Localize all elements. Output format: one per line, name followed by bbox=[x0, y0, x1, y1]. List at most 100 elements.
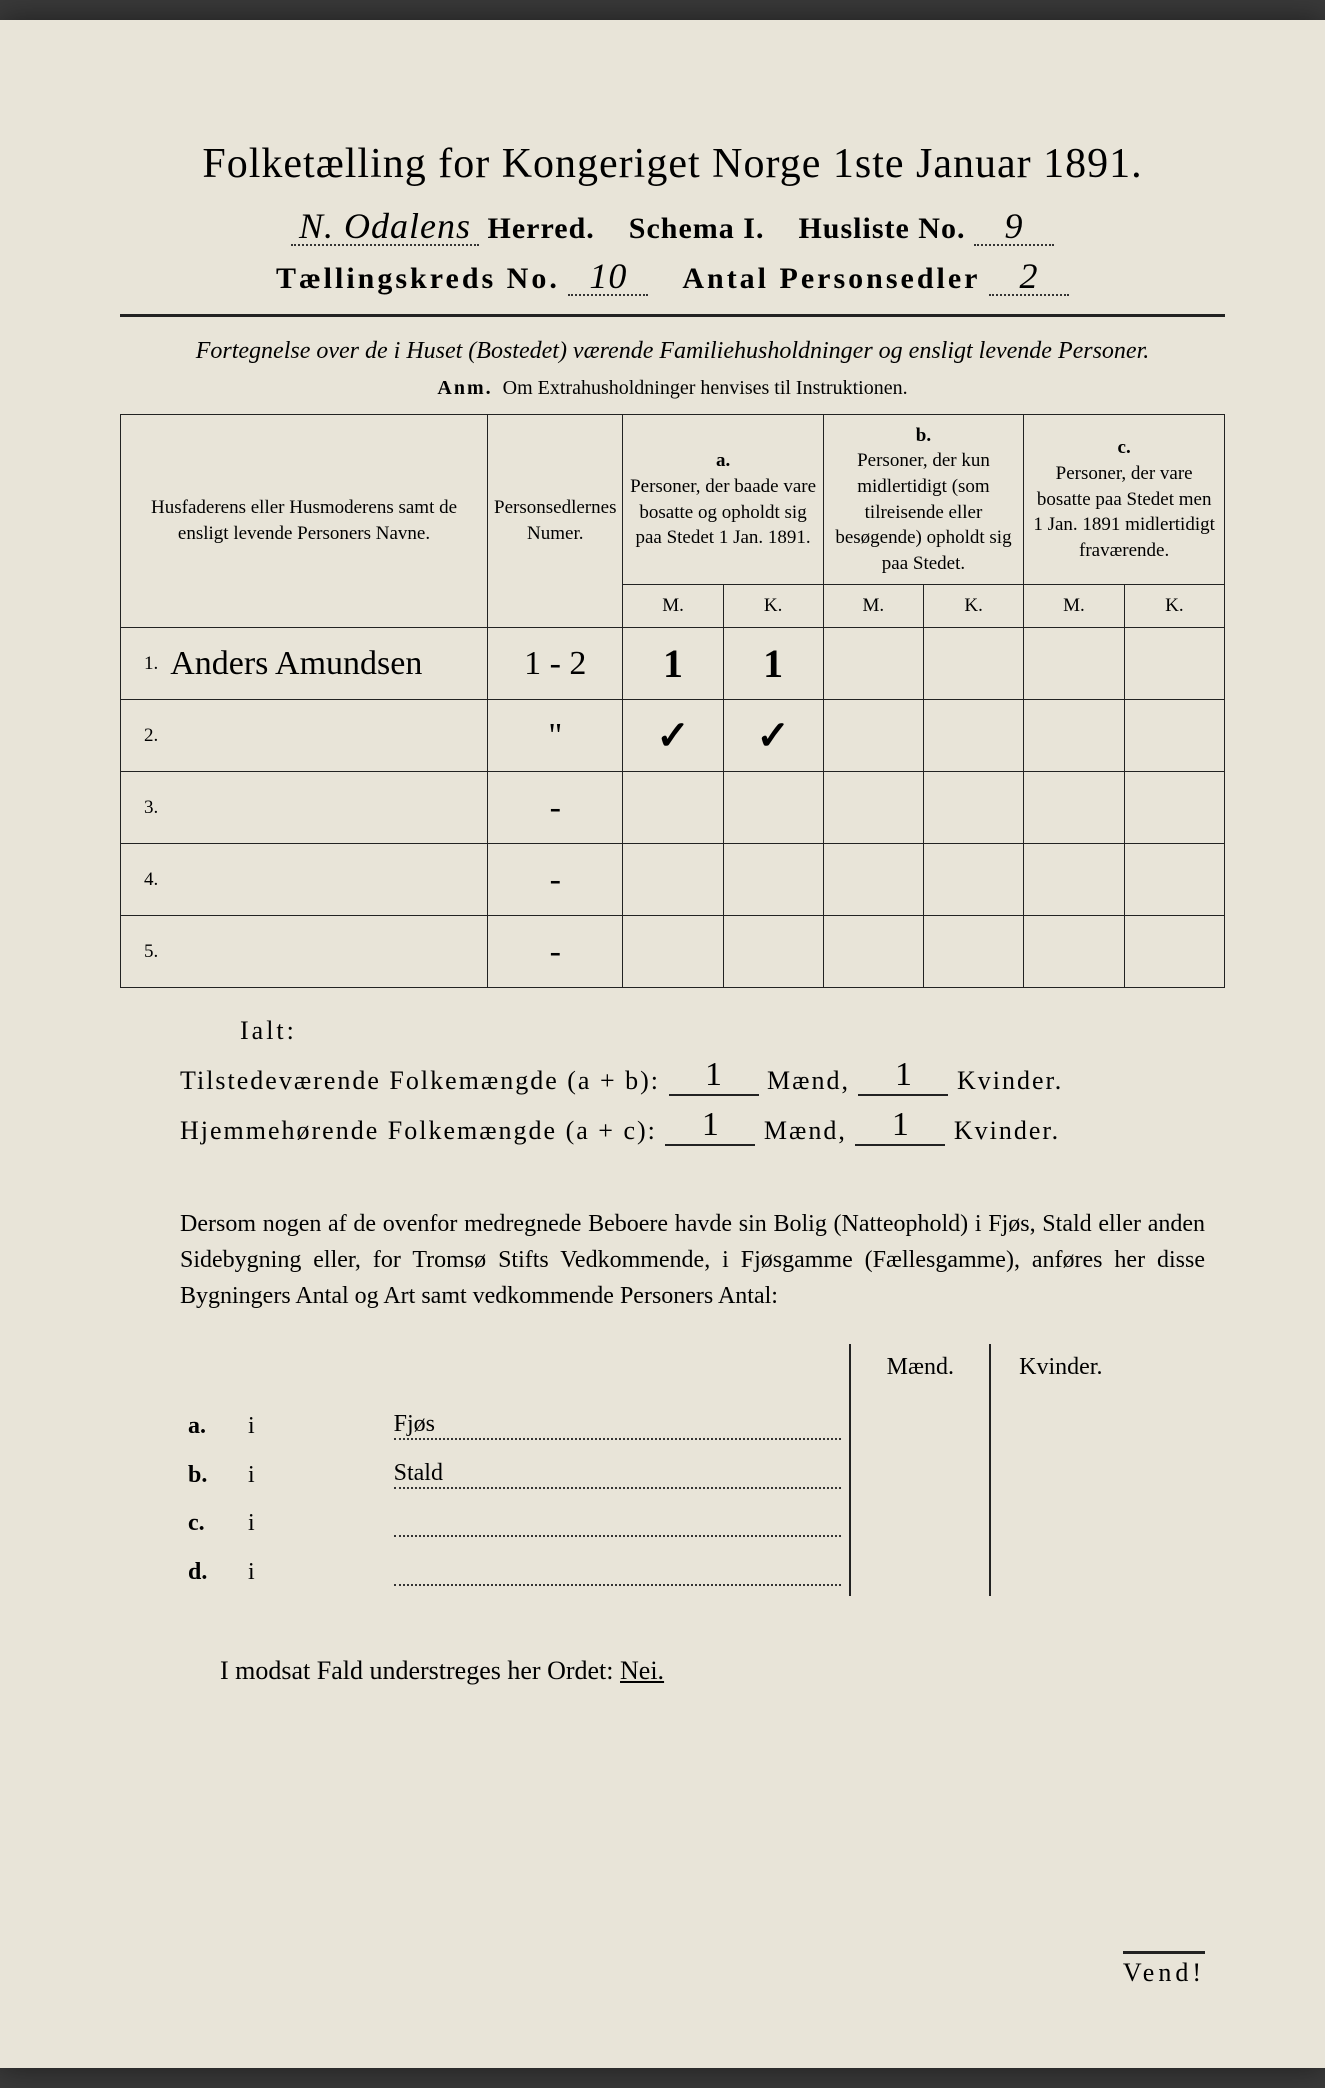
cell-c-m bbox=[1024, 700, 1124, 772]
person-name bbox=[164, 772, 487, 844]
ialt-label: Ialt: bbox=[240, 1016, 1225, 1046]
cell-b-m bbox=[823, 700, 923, 772]
bldg-k-header: Kvinder. bbox=[990, 1344, 1130, 1401]
bldg-row-label: d. bbox=[180, 1547, 240, 1596]
building-row: c.i bbox=[180, 1499, 1130, 1548]
husliste-label: Husliste No. bbox=[798, 212, 965, 245]
nei-line: I modsat Fald understreges her Ordet: Ne… bbox=[220, 1656, 1225, 1686]
col-names-header: Husfaderens eller Husmoderens samt de en… bbox=[121, 414, 488, 627]
row-number: 4. bbox=[121, 844, 165, 916]
cell-a-m: 1 bbox=[623, 628, 723, 700]
bldg-k-cell bbox=[990, 1450, 1130, 1499]
bldg-m-cell bbox=[850, 1401, 990, 1450]
herred-label: Herred. bbox=[488, 212, 595, 245]
bldg-row-label: b. bbox=[180, 1450, 240, 1499]
col-b-m: M. bbox=[823, 585, 923, 628]
personsedler-num: " bbox=[488, 700, 623, 772]
bldg-k-cell bbox=[990, 1499, 1130, 1548]
person-name bbox=[164, 844, 487, 916]
building-table: Mænd. Kvinder. a.iFjøs b.iStald c.i d.i bbox=[180, 1344, 1130, 1596]
cell-a-m: ✓ bbox=[623, 700, 723, 772]
kvinder-label-1: Kvinder. bbox=[957, 1066, 1063, 1095]
maend-label-2: Mænd, bbox=[764, 1116, 847, 1145]
cell-a-k bbox=[723, 916, 823, 988]
personsedler-num: 1 - 2 bbox=[488, 628, 623, 700]
herred-value: N. Odalens bbox=[291, 208, 479, 246]
antal-value: 2 bbox=[989, 258, 1069, 296]
col-a-text: Personer, der baade vare bosatte og opho… bbox=[629, 474, 816, 551]
census-form-page: Folketælling for Kongeriget Norge 1ste J… bbox=[0, 20, 1325, 2068]
bldg-row-label: a. bbox=[180, 1401, 240, 1450]
col-b-label: b. bbox=[830, 423, 1018, 449]
cell-a-m bbox=[623, 844, 723, 916]
kvinder-label-2: Kvinder. bbox=[954, 1116, 1060, 1145]
row-number: 2. bbox=[121, 700, 165, 772]
building-row: d.i bbox=[180, 1547, 1130, 1596]
kreds-label: Tællingskreds No. bbox=[276, 262, 560, 295]
col-c-k: K. bbox=[1124, 585, 1224, 628]
col-c-m: M. bbox=[1024, 585, 1124, 628]
bldg-k-cell bbox=[990, 1547, 1130, 1596]
cell-b-k bbox=[924, 916, 1024, 988]
anm-line: Anm. Om Extrahusholdninger henvises til … bbox=[120, 377, 1225, 400]
cell-c-k bbox=[1124, 700, 1224, 772]
col-c-label: c. bbox=[1030, 435, 1218, 461]
table-row: 1.Anders Amundsen1 - 211 bbox=[121, 628, 1225, 700]
person-name bbox=[164, 916, 487, 988]
table-row: 5.- bbox=[121, 916, 1225, 988]
col-b-header: b. Personer, der kun midlertidigt (som t… bbox=[823, 414, 1024, 585]
intro-text: Fortegnelse over de i Huset (Bostedet) v… bbox=[120, 335, 1225, 369]
table-row: 3. - bbox=[121, 772, 1225, 844]
cell-a-m bbox=[623, 916, 723, 988]
herred-line: N. Odalens Herred. Schema I. Husliste No… bbox=[120, 208, 1225, 246]
bldg-name: Stald bbox=[386, 1450, 851, 1499]
cell-b-m bbox=[823, 628, 923, 700]
sum1-label: Tilstedeværende Folkemængde (a + b): bbox=[180, 1066, 660, 1095]
personsedler-num: - bbox=[488, 772, 623, 844]
cell-c-m bbox=[1024, 772, 1124, 844]
cell-c-k bbox=[1124, 628, 1224, 700]
table-row: 2."✓✓ bbox=[121, 700, 1225, 772]
person-name: Anders Amundsen bbox=[164, 628, 487, 700]
col-num-header: Personsedlernes Numer. bbox=[488, 414, 623, 627]
sum1-k: 1 bbox=[858, 1056, 948, 1096]
building-row: a.iFjøs bbox=[180, 1401, 1130, 1450]
bldg-i: i bbox=[240, 1401, 386, 1450]
bldg-name bbox=[386, 1499, 851, 1548]
cell-c-k bbox=[1124, 844, 1224, 916]
col-a-header: a. Personer, der baade vare bosatte og o… bbox=[623, 414, 823, 585]
maend-label-1: Mænd, bbox=[767, 1066, 850, 1095]
sum1-m: 1 bbox=[669, 1056, 759, 1096]
cell-b-m bbox=[823, 772, 923, 844]
cell-a-k bbox=[723, 844, 823, 916]
kreds-value: 10 bbox=[568, 258, 648, 296]
row-number: 3. bbox=[121, 772, 165, 844]
cell-c-k bbox=[1124, 772, 1224, 844]
person-name bbox=[164, 700, 487, 772]
bldg-name: Fjøs bbox=[386, 1401, 851, 1450]
nei-word: Nei. bbox=[620, 1656, 664, 1685]
col-b-text: Personer, der kun midlertidigt (som tilr… bbox=[830, 448, 1018, 576]
bldg-row-label: c. bbox=[180, 1499, 240, 1548]
cell-b-k bbox=[924, 772, 1024, 844]
husliste-value: 9 bbox=[974, 208, 1054, 246]
col-a-k: K. bbox=[723, 585, 823, 628]
cell-b-k bbox=[924, 628, 1024, 700]
cell-b-k bbox=[924, 844, 1024, 916]
main-table: Husfaderens eller Husmoderens samt de en… bbox=[120, 414, 1225, 988]
building-row: b.iStald bbox=[180, 1450, 1130, 1499]
cell-b-m bbox=[823, 844, 923, 916]
anm-label: Anm. bbox=[437, 377, 492, 399]
vend-label: Vend! bbox=[1123, 1951, 1205, 1988]
col-c-text: Personer, der vare bosatte paa Stedet me… bbox=[1030, 461, 1218, 564]
col-a-label: a. bbox=[629, 448, 816, 474]
anm-text: Om Extrahusholdninger henvises til Instr… bbox=[503, 377, 908, 399]
divider bbox=[120, 314, 1225, 317]
bldg-i: i bbox=[240, 1450, 386, 1499]
row-number: 5. bbox=[121, 916, 165, 988]
summary-present: Tilstedeværende Folkemængde (a + b): 1 M… bbox=[180, 1056, 1225, 1096]
cell-a-k: 1 bbox=[723, 628, 823, 700]
cell-c-m bbox=[1024, 844, 1124, 916]
row-number: 1. bbox=[121, 628, 165, 700]
summary-resident: Hjemmehørende Folkemængde (a + c): 1 Mæn… bbox=[180, 1106, 1225, 1146]
